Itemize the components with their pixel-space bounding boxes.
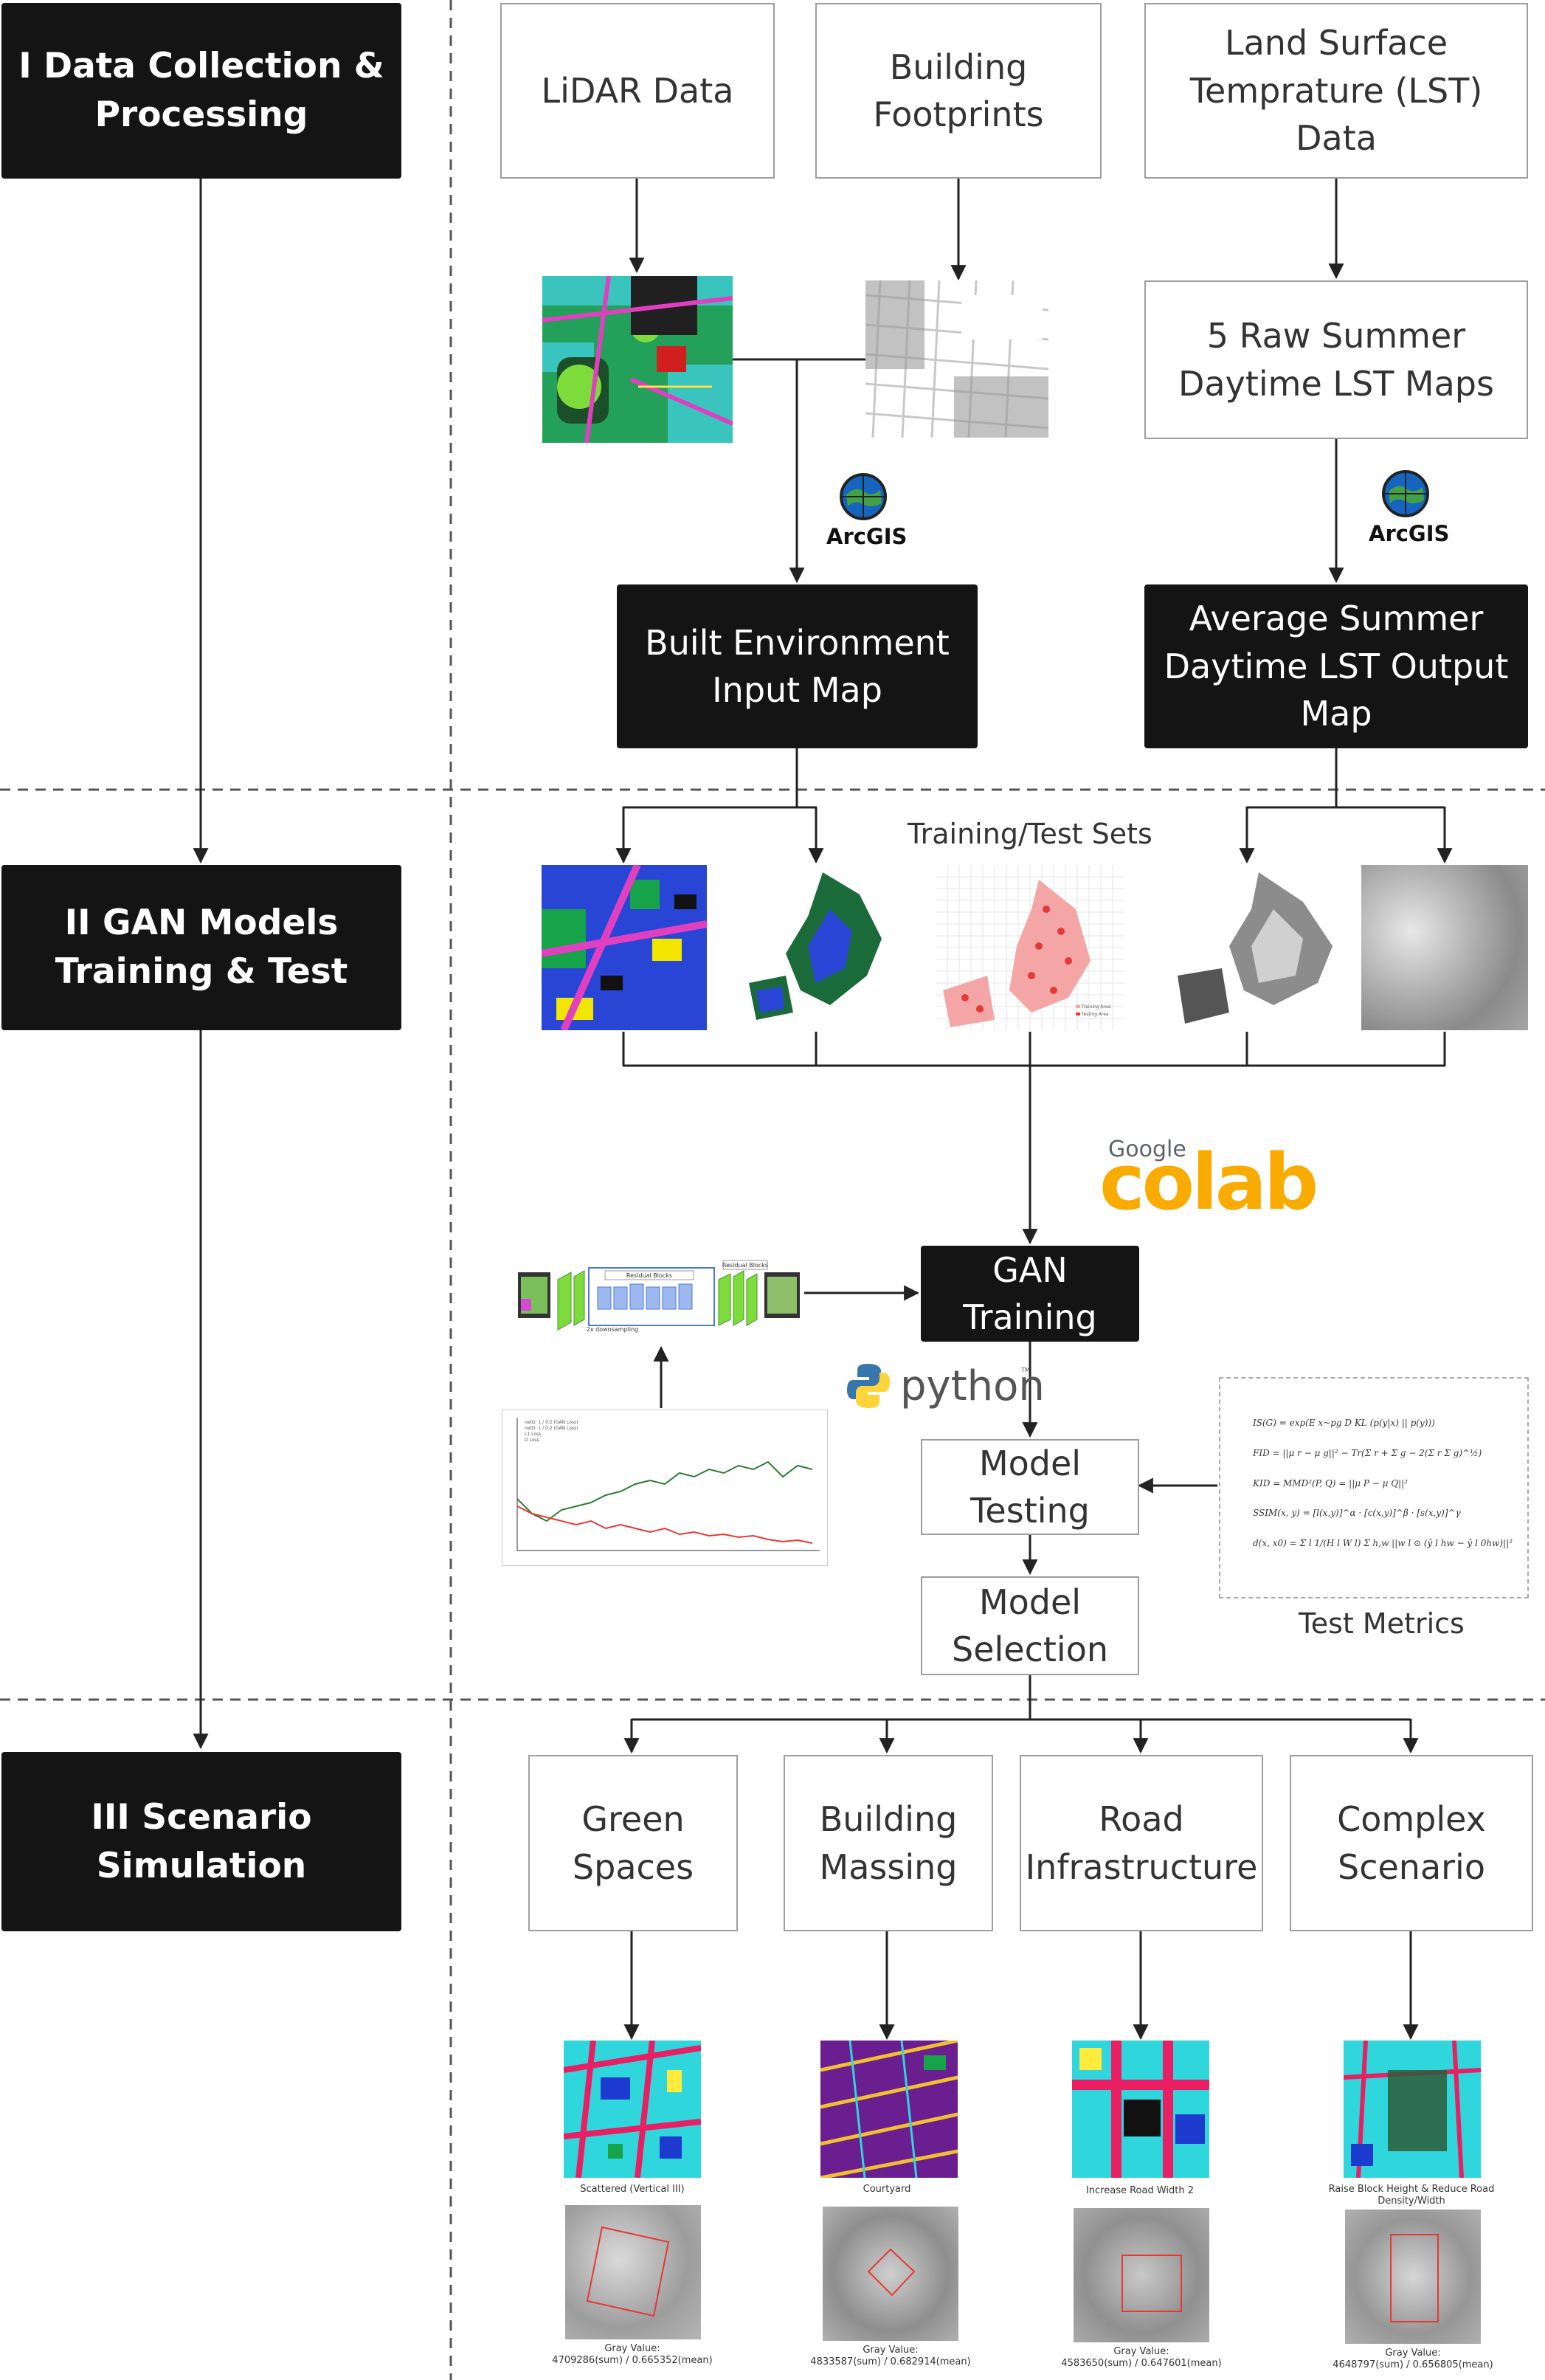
stage-3-box: III Scenario Simulation <box>1 1752 401 1931</box>
train-test-split-map-image: Training Area Testing Area <box>936 865 1124 1030</box>
lpips-formula: d(x, x0) = Σ l 1/(H l W l) Σ h,w ||w l ⊙… <box>1253 1538 1513 1549</box>
training-test-sets-label: Training/Test Sets <box>908 818 1152 850</box>
footprints-map-image <box>865 280 1048 438</box>
gan-training-box: GAN Training <box>921 1246 1139 1342</box>
map-legend: Training Area Testing Area <box>1076 1004 1110 1018</box>
globe-icon <box>840 473 887 520</box>
scenario-green-spaces-gray-value: Gray Value: 4709286(sum) / 0.665352(mean… <box>552 2343 713 2367</box>
downsampling-label: 2x downsampling <box>587 1326 639 1333</box>
test-metrics-label: Test Metrics <box>1299 1607 1465 1640</box>
colab-google-text: Google <box>1108 1136 1186 1162</box>
loss-curve-green <box>516 1460 813 1522</box>
arcgis-label: ArcGIS <box>1369 521 1450 546</box>
lst-data-box: Land Surface Temprature (LST) Data <box>1144 3 1528 179</box>
complex-scenario-box: Complex Scenario <box>1290 1755 1533 1931</box>
input-tile-image <box>542 865 707 1030</box>
scenario-road-infrastructure-gray-value: Gray Value: 4583650(sum) / 0.647601(mean… <box>1061 2346 1222 2370</box>
arcgis-logo-2: ArcGIS <box>1369 469 1450 551</box>
loss-legend: netG: 1 / 0.2 (GAN Loss) netD: 1 / 0.2 (… <box>525 1420 578 1443</box>
residual-blocks-label: Residual Blocks <box>626 1272 672 1279</box>
scenario-complex-caption: Raise Block Height & Reduce Road Density… <box>1328 2184 1495 2207</box>
globe-icon <box>1382 470 1429 517</box>
scenario-complex-output <box>1345 2210 1481 2344</box>
loss-chart-svg: netG: 1 / 0.2 (GAN Loss) netD: 1 / 0.2 (… <box>516 1418 820 1551</box>
arcgis-label: ArcGIS <box>826 524 908 549</box>
scenario-building-massing-gray-value: Gray Value: 4833587(sum) / 0.682914(mean… <box>810 2345 971 2368</box>
fid-formula: FID = ||μ r − μ g||² − Tr(Σ r + Σ g − 2(… <box>1253 1447 1482 1458</box>
test-metrics-formulas: IS(G) = exp(E x~pg D KL (p(y|x) || p(y))… <box>1219 1377 1529 1598</box>
model-testing-box: Model Testing <box>921 1439 1139 1535</box>
training-loss-chart: netG: 1 / 0.2 (GAN Loss) netD: 1 / 0.2 (… <box>502 1410 828 1566</box>
scenario-building-massing-input <box>820 2041 958 2178</box>
scenario-building-massing-caption: Courtyard <box>863 2184 911 2195</box>
road-infrastructure-box: Road Infrastructure <box>1020 1755 1263 1931</box>
scenario-road-infrastructure-input <box>1072 2041 1209 2178</box>
is-formula: IS(G) = exp(E x~pg D KL (p(y|x) || p(y))… <box>1253 1418 1435 1428</box>
python-logo: python TM <box>847 1358 1045 1417</box>
kid-formula: KID = MMD²(P, Q) = ||μ P − μ Q||² <box>1253 1477 1408 1489</box>
loss-curve-red <box>516 1505 813 1544</box>
built-environment-input-map-box: Built Environment Input Map <box>617 584 978 748</box>
building-massing-box: Building Massing <box>784 1755 993 1931</box>
lidar-map-image <box>542 276 733 443</box>
svg-text:D Loss: D Loss <box>525 1438 539 1443</box>
svg-text:L1 Loss: L1 Loss <box>525 1432 541 1437</box>
lst-tile-image <box>1361 865 1528 1030</box>
raw-lst-maps-box: 5 Raw Summer Daytime LST Maps <box>1144 280 1528 439</box>
arcgis-logo-1: ArcGIS <box>826 472 908 553</box>
building-footprints-box: Building Footprints <box>815 3 1102 179</box>
stage-1-box: I Data Collection & Processing <box>1 3 401 179</box>
average-lst-output-map-box: Average Summer Daytime LST Output Map <box>1144 584 1528 748</box>
scenario-complex-input <box>1344 2041 1481 2178</box>
colab-text: colab <box>1099 1137 1318 1227</box>
svg-text:netG: 1 / 0.2 (GAN Loss): netG: 1 / 0.2 (GAN Loss) <box>525 1420 578 1425</box>
scenario-road-infrastructure-caption: Increase Road Width 2 <box>1085 2185 1195 2196</box>
python-text: python <box>900 1362 1045 1410</box>
ssim-formula: SSIM(x, y) = [l(x,y)]^α · [c(x,y)]^β · [… <box>1253 1508 1461 1519</box>
svg-text:netD: 1 / 0.2 (GAN Loss): netD: 1 / 0.2 (GAN Loss) <box>525 1426 578 1431</box>
green-spaces-box: Green Spaces <box>528 1755 738 1931</box>
scenario-road-infrastructure-output <box>1074 2208 1209 2342</box>
python-snake-icon <box>847 1364 890 1408</box>
scenario-green-spaces-output <box>565 2205 701 2339</box>
lidar-data-box: LiDAR Data <box>500 3 775 179</box>
scenario-building-massing-output <box>823 2207 958 2341</box>
model-selection-box: Model Selection <box>921 1576 1139 1675</box>
python-tm: TM <box>1021 1367 1030 1373</box>
nyc-lst-map-image <box>1170 865 1347 1030</box>
residual-blocks-label-2: Residual Blocks <box>722 1262 768 1269</box>
stage-2-box: II GAN Models Training & Test <box>1 865 401 1030</box>
nyc-input-map-image <box>742 865 888 1030</box>
scenario-green-spaces-input <box>564 2041 701 2178</box>
scenario-green-spaces-caption: Scattered (Vertical III) <box>580 2184 685 2195</box>
scenario-complex-gray-value: Gray Value: 4648797(sum) / 0.656805(mean… <box>1333 2348 1493 2371</box>
colab-logo: Google colab <box>1099 1136 1321 1225</box>
gan-architecture-image: Residual Blocks 2x downsampling Residual… <box>516 1258 804 1334</box>
